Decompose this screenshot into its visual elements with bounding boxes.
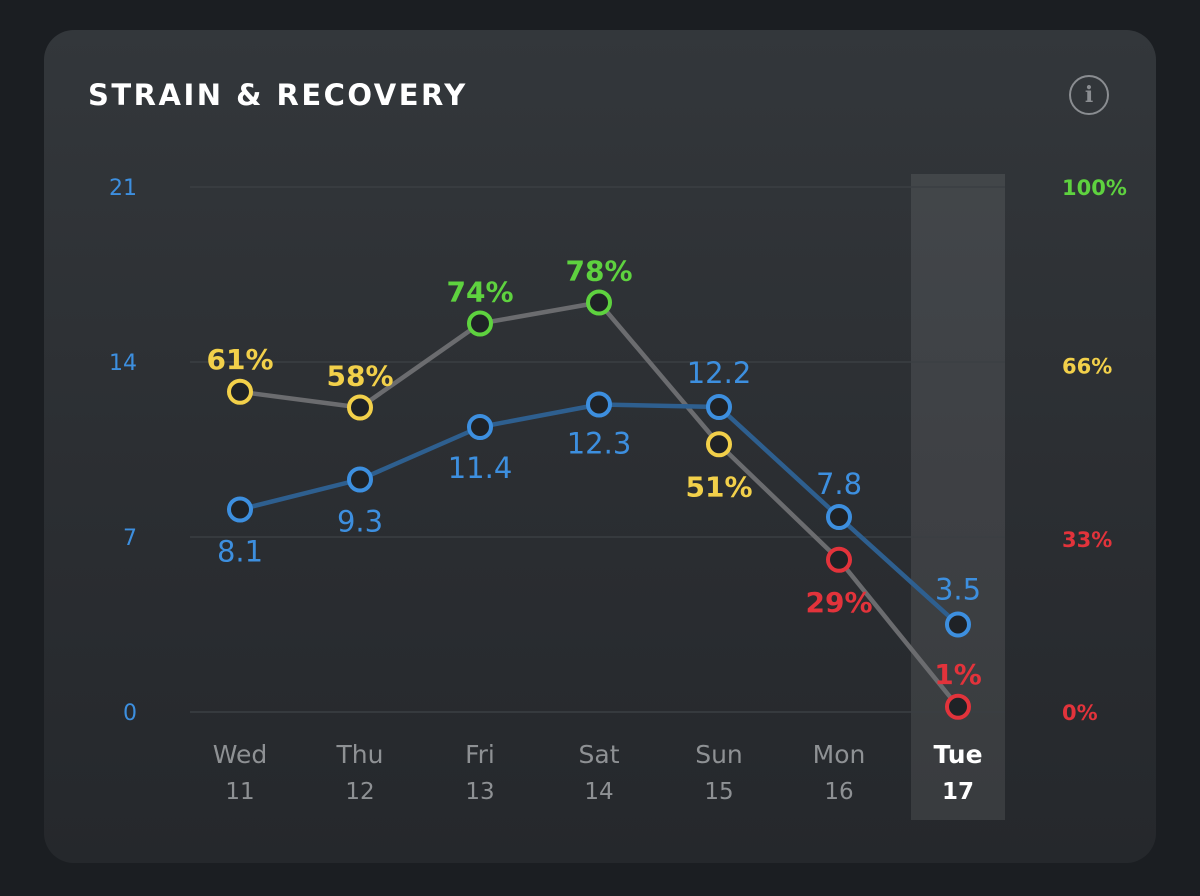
recovery-data-label: 51% — [685, 470, 752, 503]
recovery-data-label: 74% — [446, 276, 513, 309]
right-axis-tick-label: 33% — [1062, 528, 1112, 552]
strain-point — [706, 394, 732, 420]
x-axis-date-label: 15 — [704, 779, 733, 805]
x-axis-day-label: Sun — [695, 740, 743, 769]
x-axis-day-label: Thu — [336, 740, 384, 769]
x-axis-day-label: Tue — [933, 740, 982, 769]
right-axis-tick-label: 0% — [1062, 701, 1098, 725]
recovery-point — [945, 693, 971, 720]
strain-data-label: 12.3 — [567, 427, 632, 461]
x-axis-day-label: Wed — [213, 740, 268, 769]
left-axis-tick-label: 7 — [123, 526, 137, 551]
right-axis-tick-label: 66% — [1062, 355, 1112, 379]
strain-point — [945, 611, 971, 638]
strain-point — [227, 496, 253, 523]
strain-data-label: 12.2 — [687, 356, 752, 390]
left-axis-tick-label: 0 — [123, 701, 137, 726]
x-axis-date-label: 13 — [465, 779, 494, 805]
recovery-data-label: 1% — [934, 658, 982, 691]
x-axis-date-label: 16 — [824, 779, 853, 805]
recovery-data-label: 61% — [206, 343, 273, 376]
recovery-data-label: 58% — [326, 360, 393, 393]
recovery-point — [347, 394, 373, 421]
card-title: STRAIN & RECOVERY — [88, 78, 468, 112]
recovery-data-label: 78% — [565, 255, 632, 288]
x-axis-date-label: 12 — [345, 779, 374, 805]
x-axis-date-label: 11 — [225, 779, 254, 805]
strain-data-label: 8.1 — [217, 535, 263, 569]
recovery-point — [706, 431, 732, 458]
selected-day-highlight — [911, 174, 1005, 820]
recovery-point — [227, 378, 253, 405]
right-axis-tick-label: 100% — [1062, 176, 1127, 200]
x-axis-day-label: Sat — [579, 740, 620, 769]
strain-recovery-card — [44, 30, 1156, 863]
strain-data-label: 3.5 — [935, 573, 981, 607]
recovery-point — [467, 310, 493, 337]
strain-point — [467, 414, 493, 440]
left-axis-tick-label: 14 — [109, 351, 137, 376]
strain-point — [586, 391, 612, 418]
x-axis-day-label: Mon — [813, 740, 866, 769]
strain-point — [826, 504, 852, 530]
left-axis-tick-label: 21 — [109, 176, 137, 201]
x-axis-date-label: 14 — [584, 779, 613, 805]
strain-data-label: 9.3 — [337, 505, 383, 539]
recovery-point — [586, 289, 612, 316]
recovery-point — [826, 546, 852, 573]
strain-point — [347, 466, 373, 493]
strain-data-label: 7.8 — [816, 467, 862, 501]
info-icon[interactable]: i — [1069, 75, 1109, 115]
x-axis-date-label: 17 — [942, 779, 974, 805]
strain-data-label: 11.4 — [448, 451, 513, 485]
recovery-data-label: 29% — [805, 586, 872, 619]
x-axis-day-label: Fri — [465, 740, 495, 769]
